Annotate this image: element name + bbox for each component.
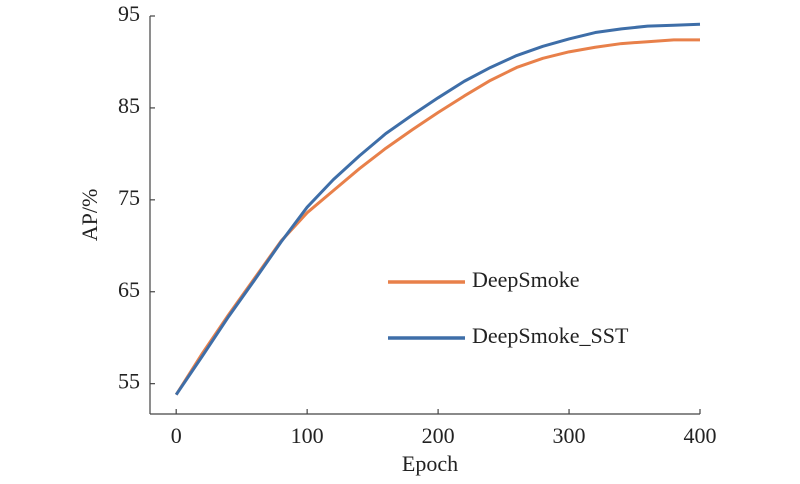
x-tick-label: 100 xyxy=(291,423,324,448)
legend-label: DeepSmoke_SST xyxy=(472,323,629,348)
line-series xyxy=(174,22,701,396)
y-tick-label: 95 xyxy=(118,1,140,26)
y-tick-label: 85 xyxy=(118,93,140,118)
x-tick-label: 300 xyxy=(553,423,586,448)
x-axis-label: Epoch xyxy=(402,451,458,476)
legend-label: DeepSmoke xyxy=(472,267,580,292)
y-axis-label: AP/% xyxy=(77,189,102,242)
y-tick-label: 65 xyxy=(118,277,140,302)
x-tick-label: 400 xyxy=(684,423,717,448)
y-tick-label: 75 xyxy=(118,185,140,210)
y-tick-label: 55 xyxy=(118,369,140,394)
x-tick-label: 200 xyxy=(422,423,455,448)
x-tick-label: 0 xyxy=(171,423,182,448)
